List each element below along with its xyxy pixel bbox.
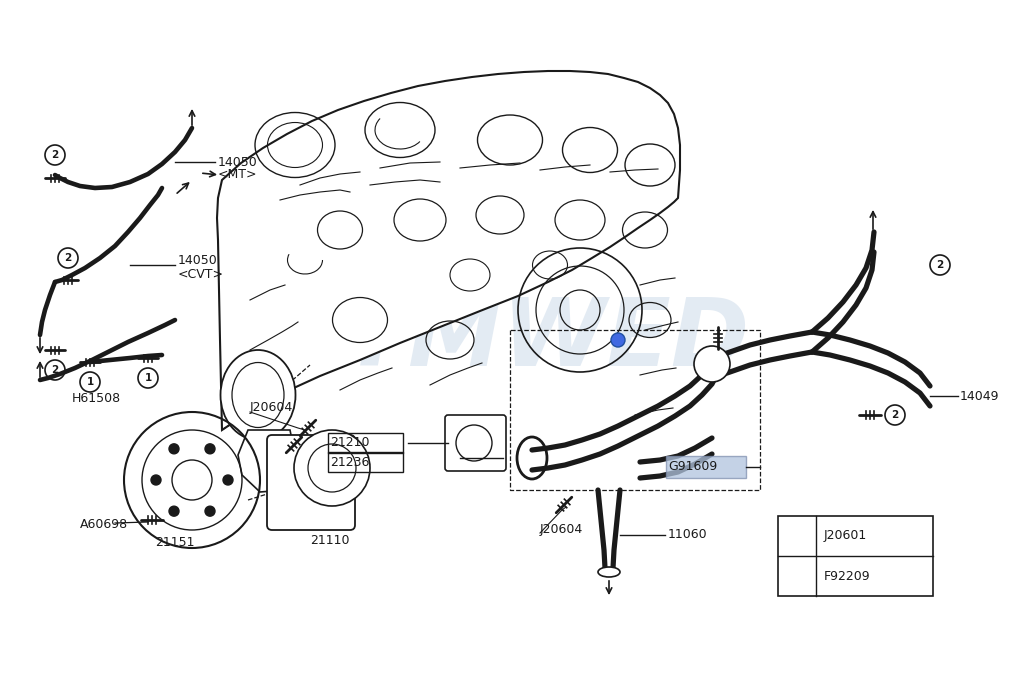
Text: 21210: 21210 xyxy=(330,437,370,449)
Polygon shape xyxy=(238,430,298,492)
Text: F92209: F92209 xyxy=(824,570,870,583)
Text: 21110: 21110 xyxy=(310,534,349,547)
Circle shape xyxy=(611,333,625,347)
Circle shape xyxy=(205,506,215,516)
Text: 21236: 21236 xyxy=(330,456,370,469)
Text: 21151: 21151 xyxy=(155,537,195,549)
Text: H61508: H61508 xyxy=(72,392,121,405)
Circle shape xyxy=(694,346,730,382)
Polygon shape xyxy=(217,71,680,430)
Ellipse shape xyxy=(220,350,296,440)
Text: 2: 2 xyxy=(51,365,58,375)
Text: 2: 2 xyxy=(65,253,72,263)
Text: 14050: 14050 xyxy=(218,156,258,169)
FancyBboxPatch shape xyxy=(267,435,355,530)
Text: 1: 1 xyxy=(144,373,152,383)
Circle shape xyxy=(169,506,179,516)
Text: J20604: J20604 xyxy=(250,401,293,415)
Ellipse shape xyxy=(598,567,620,577)
Text: 1: 1 xyxy=(86,377,93,387)
Text: 14050: 14050 xyxy=(178,254,218,267)
Text: <CVT>: <CVT> xyxy=(178,267,224,280)
Text: 1: 1 xyxy=(794,571,801,581)
FancyBboxPatch shape xyxy=(445,415,506,471)
Bar xyxy=(778,516,933,596)
Text: 2: 2 xyxy=(794,531,801,541)
Text: J20601: J20601 xyxy=(824,530,867,543)
Bar xyxy=(328,433,403,453)
Circle shape xyxy=(205,444,215,454)
Text: 2: 2 xyxy=(936,260,944,270)
Text: RTMWED: RTMWED xyxy=(274,294,750,386)
Bar xyxy=(666,456,746,478)
Text: <MT>: <MT> xyxy=(218,169,257,182)
Text: 2: 2 xyxy=(891,410,899,420)
Circle shape xyxy=(223,475,233,485)
Circle shape xyxy=(151,475,161,485)
Text: 14049: 14049 xyxy=(961,390,999,403)
Text: 11060: 11060 xyxy=(668,528,708,541)
Text: G91609: G91609 xyxy=(668,460,717,473)
Circle shape xyxy=(294,430,370,506)
Text: J20604: J20604 xyxy=(540,524,584,537)
Circle shape xyxy=(169,444,179,454)
Text: 2: 2 xyxy=(51,150,58,160)
Bar xyxy=(328,452,403,472)
Text: A60698: A60698 xyxy=(80,518,128,532)
